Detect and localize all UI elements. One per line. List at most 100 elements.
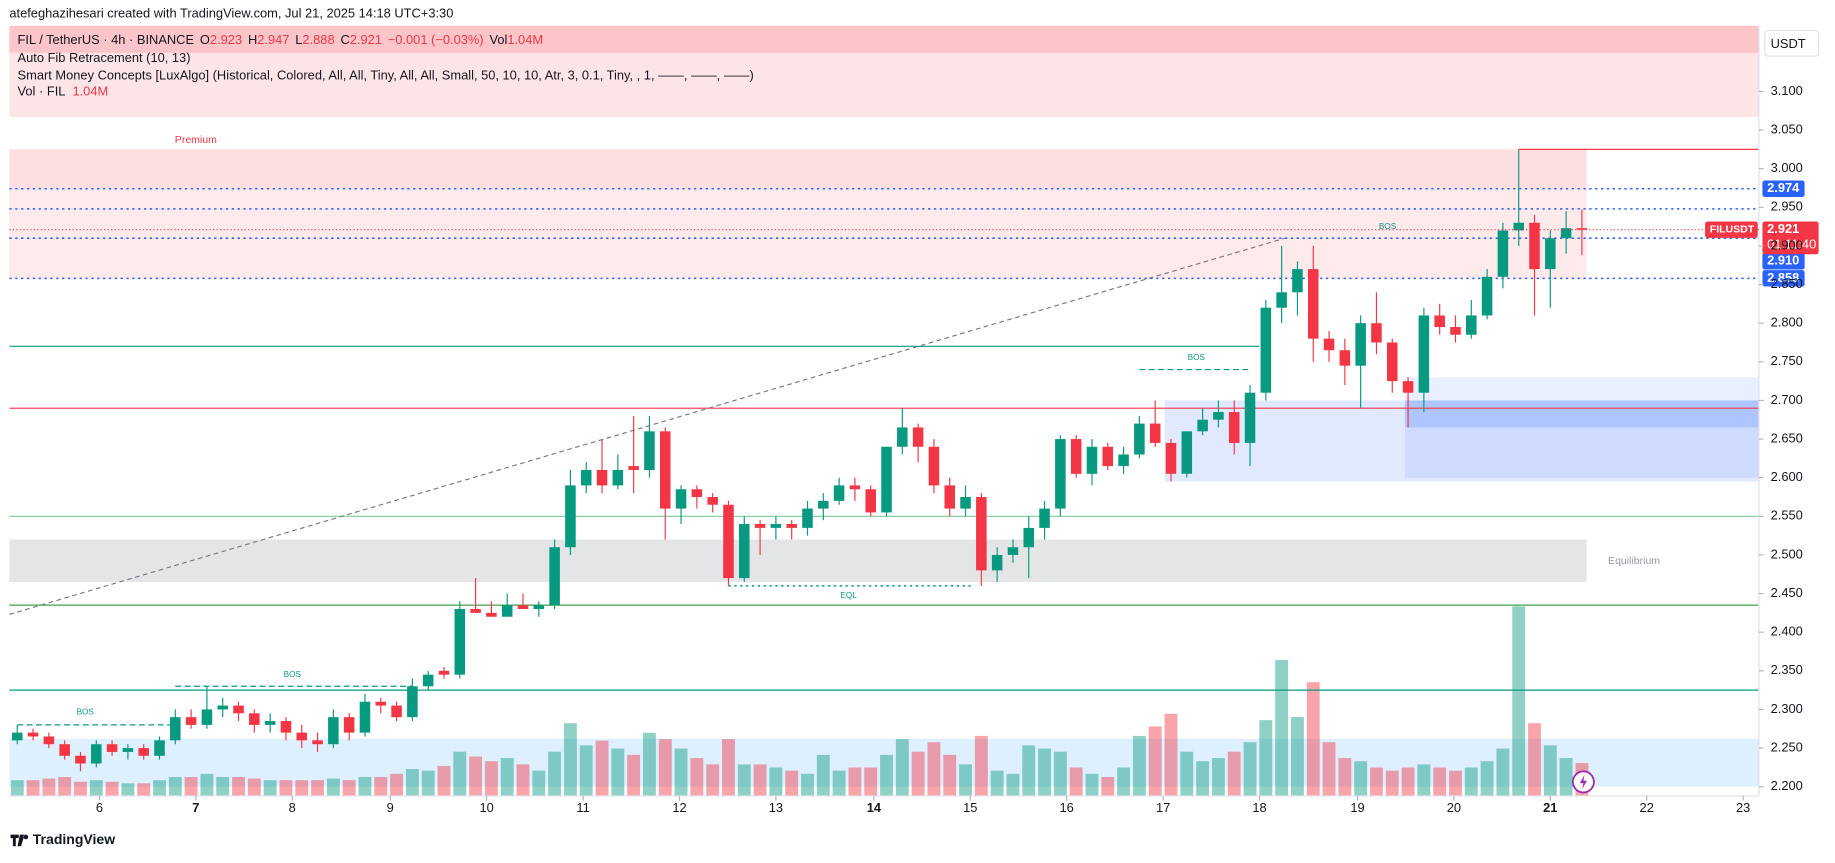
y-tick-label: 2.600: [1771, 469, 1803, 484]
candle-body: [1070, 439, 1082, 474]
annotation: BOS: [77, 708, 95, 717]
currency-box[interactable]: [1764, 29, 1820, 57]
y-tick-label: 2.350: [1771, 662, 1803, 677]
volume-bar: [1338, 758, 1352, 796]
annotation: BOS: [284, 670, 302, 679]
volume-bar: [706, 764, 720, 796]
candle-body: [897, 427, 908, 447]
x-tick-label: 23: [1736, 800, 1750, 815]
volume-bar: [516, 764, 530, 796]
candle-body: [264, 721, 276, 725]
volume-bar: [643, 732, 656, 796]
volume-bar: [1259, 720, 1273, 796]
candle-body: [754, 524, 766, 528]
plot-area: BOS BOS BOS BOS EQL Premium Equilibrium: [9, 25, 1759, 796]
candle-body: [328, 717, 339, 745]
candle-body: [675, 489, 687, 509]
volume-bar: [1433, 767, 1447, 796]
volume-bar: [1559, 758, 1573, 796]
volume-bar: [153, 780, 166, 796]
legend-item: FIL / TetherUS · 4h · BINANCE: [18, 32, 195, 47]
candle-body: [1560, 228, 1572, 239]
zone: [9, 25, 1759, 117]
candle-body: [1039, 508, 1050, 528]
volume-bar: [42, 778, 56, 796]
volume-bar: [1417, 764, 1431, 796]
x-tick-label: 15: [963, 800, 977, 815]
candle-body: [739, 524, 750, 579]
countdown: 01:11:40: [1767, 236, 1816, 251]
candle-body: [1197, 419, 1208, 432]
volume-bar: [1132, 735, 1146, 796]
candle-body: [1418, 315, 1430, 393]
volume-bar: [279, 780, 293, 796]
candle-body: [833, 485, 845, 501]
x-tick-label: 20: [1447, 800, 1461, 815]
volume-bar: [1164, 713, 1178, 796]
candle-body: [1434, 315, 1445, 328]
legend-item: L: [295, 32, 302, 47]
volume-bar: [1464, 767, 1478, 796]
volume-bar: [1275, 660, 1289, 796]
zone: [9, 539, 1587, 582]
volume-bar: [1528, 723, 1541, 796]
candle-body: [628, 466, 639, 470]
y-tick-label: 3.100: [1771, 83, 1803, 98]
volume-bar: [927, 742, 941, 796]
volume-bar: [611, 748, 625, 796]
candle-body: [1244, 392, 1256, 443]
candle-body: [75, 755, 86, 764]
candle-body: [612, 469, 624, 486]
last-price-tag: [1762, 221, 1819, 255]
volume-bar: [58, 776, 72, 796]
volume-bar: [548, 751, 562, 796]
y-tick-label: 2.850: [1771, 276, 1803, 291]
y-tick-label: 3.000: [1771, 160, 1803, 175]
candle-body: [106, 744, 118, 752]
volume-bar: [690, 758, 704, 796]
volume-bar: [816, 754, 830, 796]
volume-bar: [1401, 767, 1415, 796]
candle-body: [217, 705, 228, 710]
x-tick-label: 21: [1543, 800, 1557, 815]
volume-bar: [1322, 742, 1336, 796]
zone: [1404, 400, 1759, 428]
volume-bar: [1053, 751, 1067, 796]
x-tick-label: 18: [1252, 800, 1266, 815]
candle-body: [1149, 423, 1161, 443]
candle-body: [138, 748, 149, 756]
legend-text: FIL / TetherUS · 4h · BINANCE O2.923 H2.94…: [18, 32, 544, 47]
volume-bar: [1385, 770, 1399, 796]
y-tick-label: 2.750: [1771, 353, 1803, 368]
y-tick-label: 2.900: [1771, 237, 1803, 252]
candle-body: [707, 496, 718, 505]
volume-bar: [405, 769, 419, 796]
volume-bar: [232, 776, 245, 796]
candle-body: [1529, 222, 1540, 270]
candle-body: [1086, 446, 1098, 474]
candle-body: [1576, 228, 1588, 230]
x-tick-label: 8: [289, 800, 296, 815]
candle-body: [1450, 327, 1461, 335]
indicator: Auto Fib Retracement (10, 13): [18, 50, 191, 65]
fib-line: [9, 237, 1285, 615]
volume-bar: [1449, 770, 1462, 796]
volume-bar: [295, 780, 309, 796]
volume-bar: [121, 783, 135, 796]
candle-body: [517, 605, 529, 610]
y-tick-label: 2.650: [1771, 430, 1803, 445]
candle-body: [470, 609, 481, 613]
x-tick-label: 19: [1350, 800, 1364, 815]
candle-body: [802, 508, 813, 528]
x-tick-label: 6: [96, 800, 103, 815]
candle-body: [881, 446, 892, 513]
candle-body: [249, 713, 260, 725]
volume-bar: [1148, 726, 1162, 796]
candle-body: [991, 554, 1003, 571]
candle-body: [976, 496, 987, 571]
candle-body: [1102, 446, 1114, 467]
candle-body: [1513, 222, 1524, 231]
candle-body: [43, 736, 55, 745]
x-tick-label: 11: [576, 800, 589, 815]
